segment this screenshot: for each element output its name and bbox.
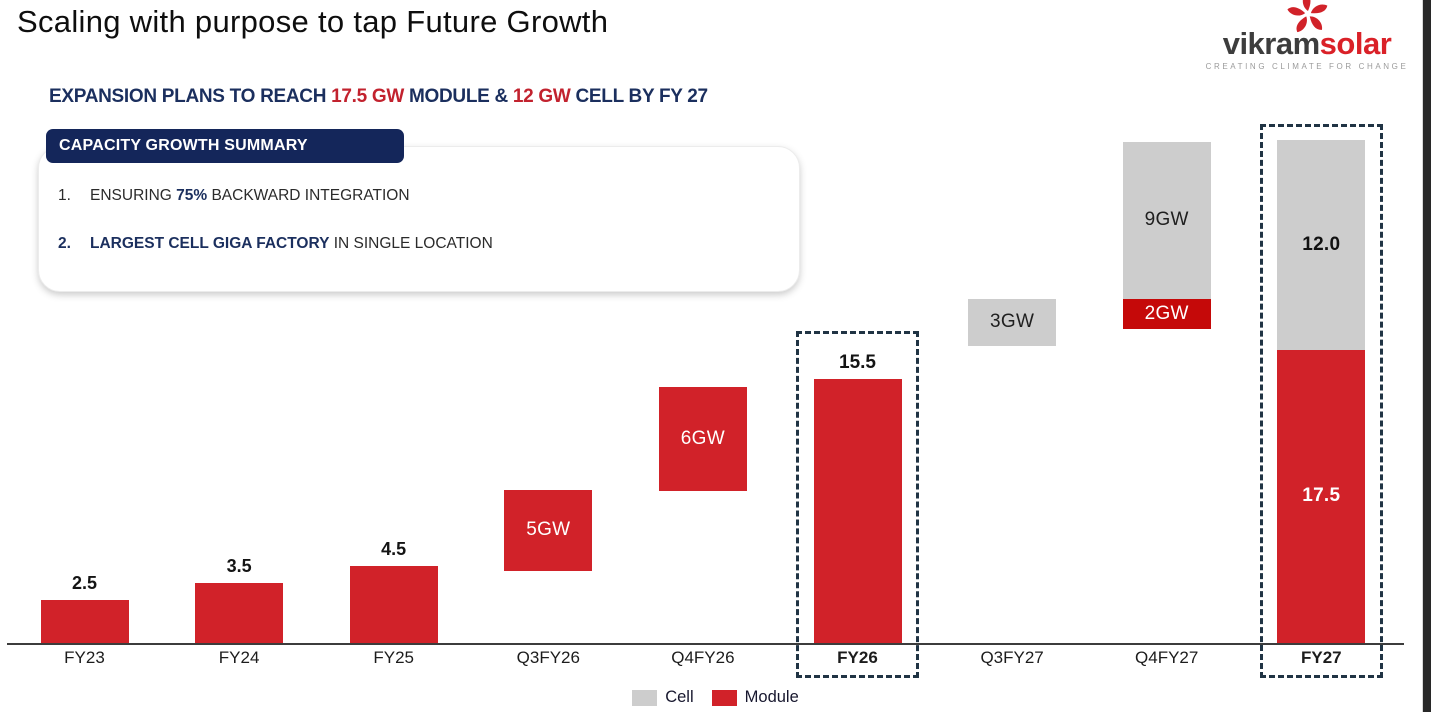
summary-item: 2. LARGEST CELL GIGA FACTORY IN SINGLE LO… [58, 235, 493, 253]
bar-fy26-module [813, 378, 902, 643]
subtitle-part: 12 GW [512, 86, 571, 107]
axis-label-fy26: FY26 [837, 648, 878, 667]
axis-label-q4fy27: Q4FY27 [1135, 648, 1199, 667]
bar-segment-label: 3GW [990, 311, 1035, 333]
legend-item-module: Module [711, 688, 799, 707]
axis-label-fy27: FY27 [1300, 648, 1342, 667]
summary-item-number: 2. [58, 235, 71, 252]
logo-tagline: CREATING CLIMATE FOR CHANGE [1205, 62, 1409, 71]
legend-label: Module [744, 688, 799, 706]
bar-value-label: 2.5 [71, 573, 98, 594]
page-title: Scaling with purpose to tap Future Growt… [17, 4, 609, 39]
bar-fy27-module: 17.5 [1277, 349, 1366, 643]
bar-fy27-cell: 12.0 [1277, 140, 1366, 350]
summary-item-text: BACKWARD INTEGRATION [207, 187, 410, 204]
bar-value-label: 3.5 [226, 556, 252, 577]
right-edge-strip [1422, 0, 1431, 712]
bar-segment-label: 5GW [526, 519, 571, 541]
subtitle-part: EXPANSION PLANS TO REACH [49, 86, 332, 107]
subtitle-part: MODULE & [404, 86, 513, 107]
bar-fy25-module [349, 566, 438, 643]
vikramsolar-logo: vikramsolar CREATING CLIMATE FOR CHANGE [1200, 28, 1414, 71]
bar-segment-label: 12.0 [1302, 233, 1341, 255]
summary-item-text: 75% [176, 187, 208, 204]
bar-fy24-module [195, 583, 284, 643]
capacity-summary-header: CAPACITY GROWTH SUMMARY [46, 129, 404, 163]
logo-text-vikram: vikram [1222, 26, 1320, 61]
expansion-plan-subtitle: EXPANSION PLANS TO REACH 17.5 GW MODULE … [49, 86, 708, 108]
legend-item-cell: Cell [632, 688, 694, 707]
bar-q4fy26-module: 6GW [658, 387, 747, 492]
axis-label-fy23: FY23 [64, 648, 105, 667]
bar-segment-label: 6GW [680, 428, 725, 450]
summary-item-text: IN SINGLE LOCATION [329, 235, 493, 252]
axis-label-q3fy27: Q3FY27 [980, 648, 1044, 667]
x-axis-line [7, 643, 1404, 645]
bar-value-label: 4.5 [381, 539, 407, 560]
bar-fy23-module [40, 600, 129, 643]
axis-label-fy25: FY25 [373, 648, 414, 667]
bar-value-label: 15.5 [839, 351, 876, 373]
summary-item: 1. ENSURING 75% BACKWARD INTEGRATION [58, 187, 410, 205]
summary-item-number: 1. [58, 187, 71, 204]
summary-item-text: LARGEST CELL GIGA FACTORY [90, 235, 330, 252]
summary-item-text: ENSURING [90, 187, 177, 204]
bar-segment-label: 2GW [1144, 302, 1189, 324]
capacity-summary-card [38, 146, 800, 292]
subtitle-part: CELL BY FY 27 [570, 86, 708, 107]
legend-label: Cell [665, 688, 694, 706]
subtitle-part: 17.5 GW [331, 86, 404, 107]
cell-legend-swatch [632, 689, 658, 706]
pinwheel-icon [1287, 0, 1328, 33]
axis-label-fy24: FY24 [218, 648, 260, 667]
bar-q3fy27-cell: 3GW [968, 298, 1057, 347]
bar-q4fy27-cell: 9GW [1122, 141, 1211, 299]
bar-q4fy27-module: 2GW [1122, 298, 1211, 330]
logo-text-solar: solar [1319, 26, 1392, 61]
axis-label-q3fy26: Q3FY26 [516, 648, 580, 667]
axis-label-q4fy26: Q4FY26 [671, 648, 735, 667]
bar-segment-label: 9GW [1144, 209, 1189, 231]
bar-segment-label: 17.5 [1302, 485, 1341, 507]
module-legend-swatch [711, 689, 737, 706]
bar-q3fy26-module: 5GW [504, 489, 593, 572]
chart-legend: Cell Module [0, 688, 1431, 707]
logo-wordmark: vikramsolar [1200, 28, 1414, 59]
